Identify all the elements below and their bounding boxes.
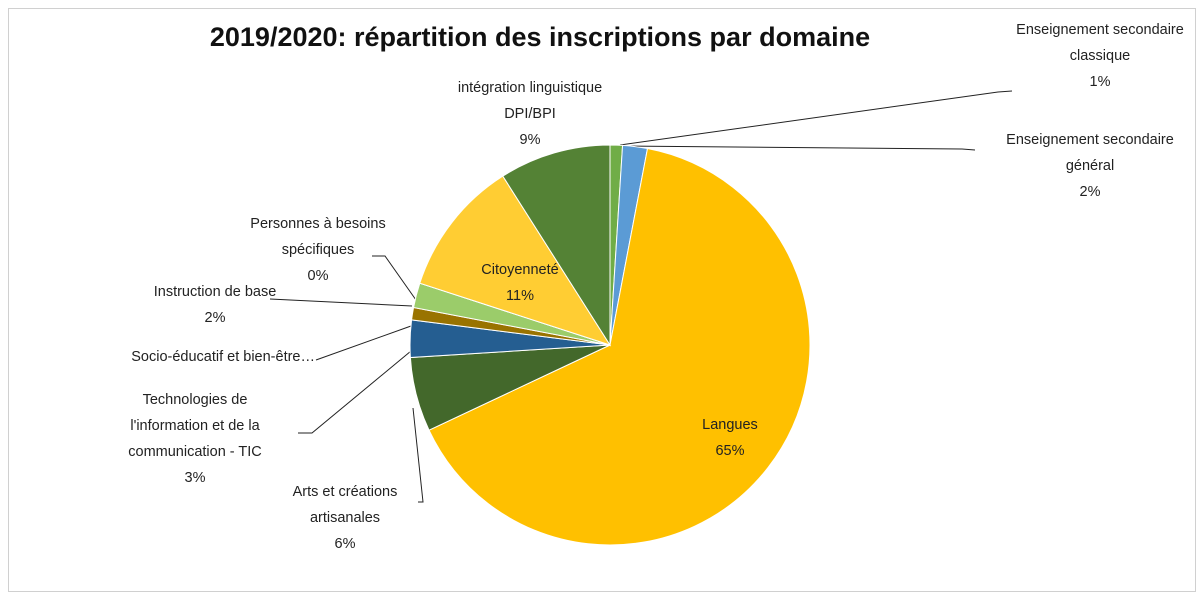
category-label: Enseignement secondaire général bbox=[1006, 132, 1174, 174]
leader-line bbox=[627, 145, 976, 151]
data-label: Instruction de base 2% bbox=[125, 279, 305, 331]
leader-line bbox=[619, 90, 1013, 146]
category-label: Socio-éducatif et bien-être… bbox=[131, 349, 315, 365]
leader-line bbox=[372, 255, 417, 301]
data-label: Enseignement secondaire classique 1% bbox=[1015, 17, 1185, 95]
category-label: Arts et créations artisanales bbox=[292, 484, 398, 526]
pie-slice bbox=[419, 175, 612, 346]
category-label: intégration linguistique DPI/BPI bbox=[457, 80, 603, 122]
value-label: 65% bbox=[715, 443, 745, 459]
category-label: Instruction de base bbox=[153, 284, 277, 300]
leader-line bbox=[269, 298, 413, 307]
category-label: Technologies de l'information et de la c… bbox=[128, 392, 262, 460]
value-label: 1% bbox=[1089, 74, 1111, 90]
category-label: Citoyenneté bbox=[481, 262, 559, 278]
data-label: Arts et créations artisanales 6% bbox=[265, 479, 425, 557]
category-label: Langues bbox=[702, 417, 758, 433]
value-label: 2% bbox=[204, 310, 226, 326]
pie-slice bbox=[502, 144, 611, 347]
leader-line bbox=[315, 325, 412, 361]
category-label: Personnes à besoins spécifiques bbox=[250, 216, 386, 258]
category-label: Enseignement secondaire classique bbox=[1016, 22, 1184, 64]
data-label: Personnes à besoins spécifiques 0% bbox=[238, 211, 398, 289]
value-label: 2% bbox=[1079, 184, 1101, 200]
value-label: 3% bbox=[184, 470, 206, 486]
leader-line bbox=[412, 407, 424, 503]
value-label: 6% bbox=[334, 536, 356, 552]
data-label: Citoyenneté 11% bbox=[460, 257, 580, 309]
pie-slice bbox=[428, 147, 811, 546]
value-label: 0% bbox=[307, 268, 329, 284]
value-label: 9% bbox=[519, 132, 541, 148]
chart-title: 2019/2020: répartition des inscriptions … bbox=[209, 22, 871, 52]
data-label: Langues 65% bbox=[655, 412, 805, 464]
data-label: intégration linguistique DPI/BPI 9% bbox=[455, 75, 605, 153]
value-label: 11% bbox=[506, 288, 534, 304]
data-label: Socio-éducatif et bien-être… bbox=[131, 344, 315, 370]
data-label: Technologies de l'information et de la c… bbox=[108, 387, 283, 491]
pie bbox=[409, 144, 811, 546]
data-label: Enseignement secondaire général 2% bbox=[985, 127, 1195, 205]
leader-line bbox=[298, 350, 412, 434]
leader-lines bbox=[269, 90, 1013, 503]
